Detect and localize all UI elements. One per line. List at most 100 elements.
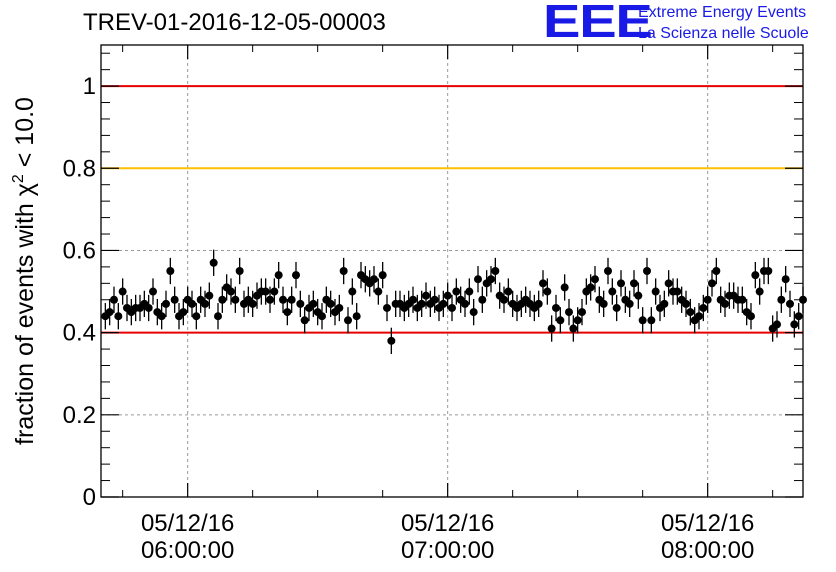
data-point [556,316,565,325]
data-point [565,308,573,317]
y-tick-label: 1 [83,73,96,100]
data-point [786,299,794,308]
data-point [235,267,244,275]
data-point [270,287,279,296]
x-tick-date: 05/12/16 [141,510,234,537]
data-point [617,279,625,288]
data-point [534,299,543,308]
data-point [370,275,378,284]
logo-line-1: Extreme Energy Events [638,4,807,21]
data-point [647,316,656,325]
data-point [660,299,669,308]
data-point [110,295,118,304]
data-point [335,303,344,312]
x-tick-time: 07:00:00 [401,537,494,564]
data-point [543,287,552,296]
y-tick-label: 0.2 [63,402,96,429]
x-axis: 05/12/1606:00:0005/12/1607:00:0005/12/16… [122,45,774,564]
data-point [591,275,599,284]
data-point [283,308,292,317]
data-point [192,312,201,321]
data-point [491,267,500,275]
data-point [500,295,508,304]
data-point [630,279,638,288]
data-point [790,320,799,329]
y-tick-label: 0 [83,484,96,511]
data-point [218,295,227,304]
data-point [205,291,214,300]
data-point [166,267,175,275]
data-point [279,295,287,304]
data-point [638,316,647,325]
y-tick-label: 0.4 [63,320,96,347]
data-point [296,299,305,308]
data-point [162,299,170,308]
data-point [266,295,274,304]
data-point [144,303,153,312]
data-point [348,287,357,296]
data-point [452,287,461,296]
data-point [118,287,127,296]
data-point [673,287,682,296]
data-point [664,279,673,288]
data-point [248,299,257,308]
eee-logo-mark: EEE [543,0,653,47]
logo-line-2: La Scienza nelle Scuole [638,25,809,42]
data-point [695,312,703,321]
data-point [573,316,582,325]
data-point [170,295,179,304]
data-point [309,299,318,308]
grid-layer [101,45,803,497]
run-title: TREV-01-2016-12-05-00003 [83,9,386,36]
data-point [703,295,712,304]
data-point [201,299,209,308]
data-point [374,287,383,296]
data-point [773,320,781,329]
data-point [781,275,790,284]
data-point [478,295,487,304]
data-point [643,267,651,275]
data-point [292,271,300,280]
data-point [383,303,391,312]
data-point [764,267,773,275]
y-axis-title: fraction of events with χ2 < 10.0 [10,97,39,445]
data-point [469,308,478,317]
data-point [422,291,430,300]
data-point [738,295,747,304]
data-point [747,312,755,321]
data-point [274,271,283,280]
data-point [387,336,396,345]
data-point [634,291,643,300]
data-point [612,303,621,312]
data-point [287,295,296,304]
data-point [474,275,482,284]
data-point [625,299,634,308]
data-point [547,324,556,333]
data-point [352,312,361,321]
data-point [539,279,547,288]
x-tick-date: 05/12/16 [661,510,754,537]
data-point [712,267,721,275]
data-point [721,299,729,308]
data-point [699,303,708,312]
data-point [608,287,617,296]
x-tick-date: 05/12/16 [401,510,494,537]
plot-frame [100,44,804,498]
data-point [651,287,660,296]
data-point [755,287,764,296]
data-point [344,316,352,325]
data-point [751,271,760,280]
data-point [326,299,335,308]
data-point [439,299,448,308]
data-point [105,308,114,317]
data-point [430,295,439,304]
data-point [300,316,309,325]
data-point [417,299,426,308]
data-point [448,303,456,312]
data-point [214,312,222,321]
data-point [443,291,452,300]
data-point [339,267,348,275]
data-point [261,287,270,296]
data-point [378,271,387,280]
